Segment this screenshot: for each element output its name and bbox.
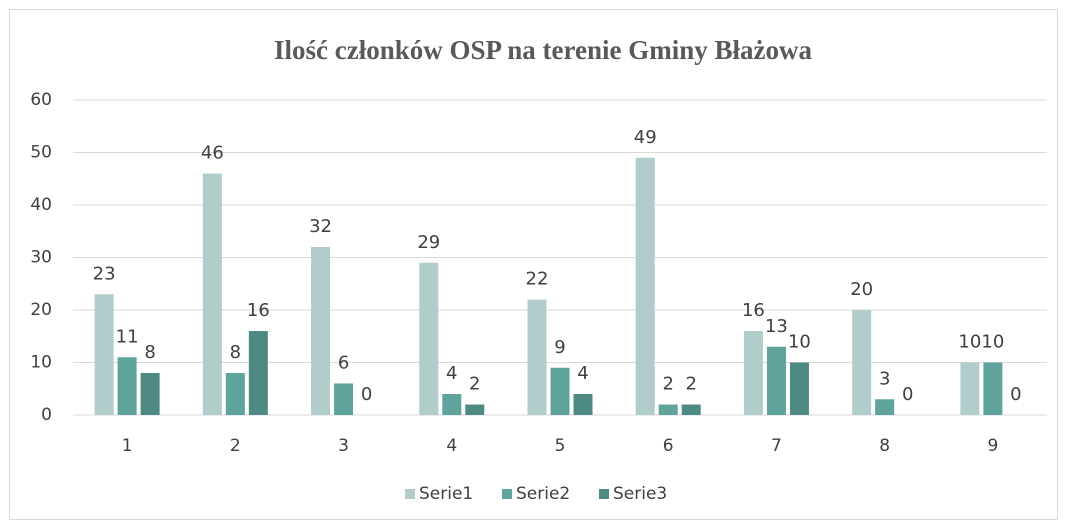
data-label: 10 bbox=[788, 332, 811, 353]
chart-title: Ilość członków OSP na terenie Gminy Błaż… bbox=[274, 35, 812, 65]
bar bbox=[658, 404, 678, 415]
bar bbox=[766, 346, 786, 415]
x-tick-label: 6 bbox=[663, 436, 674, 456]
bar bbox=[94, 294, 114, 415]
data-label: 49 bbox=[634, 127, 657, 148]
bar bbox=[527, 299, 547, 415]
y-tick-label: 40 bbox=[30, 195, 52, 215]
bar bbox=[789, 362, 809, 415]
x-tick-label: 7 bbox=[771, 436, 782, 456]
data-label: 6 bbox=[338, 353, 349, 374]
bar bbox=[225, 373, 245, 415]
data-label: 11 bbox=[116, 326, 139, 347]
data-label: 13 bbox=[765, 316, 788, 337]
x-tick-label: 5 bbox=[555, 436, 566, 456]
legend-swatch bbox=[599, 489, 609, 499]
data-label: 2 bbox=[469, 374, 480, 395]
bar bbox=[117, 357, 137, 415]
data-label: 16 bbox=[247, 300, 270, 321]
data-label: 2 bbox=[662, 374, 673, 395]
data-label: 8 bbox=[230, 342, 241, 363]
data-label: 4 bbox=[577, 363, 588, 384]
data-label: 16 bbox=[742, 300, 765, 321]
x-tick-label: 4 bbox=[446, 436, 457, 456]
chart-border bbox=[9, 9, 1058, 520]
x-tick-label: 9 bbox=[987, 436, 998, 456]
legend-label: Serie1 bbox=[419, 484, 473, 504]
bar bbox=[743, 331, 763, 415]
data-label: 32 bbox=[309, 216, 332, 237]
bar bbox=[852, 310, 872, 415]
x-tick-label: 3 bbox=[338, 436, 349, 456]
data-label: 9 bbox=[554, 337, 565, 358]
x-tick-label: 2 bbox=[230, 436, 241, 456]
legend-swatch bbox=[405, 489, 415, 499]
bar bbox=[465, 404, 485, 415]
bar bbox=[334, 383, 354, 415]
data-label: 10 bbox=[981, 332, 1004, 353]
bar bbox=[550, 367, 570, 415]
y-tick-label: 20 bbox=[30, 300, 52, 320]
legend-label: Serie3 bbox=[613, 484, 667, 504]
bar bbox=[983, 362, 1003, 415]
y-tick-label: 50 bbox=[30, 143, 52, 163]
x-tick-label: 8 bbox=[879, 436, 890, 456]
bar bbox=[960, 362, 980, 415]
legend-label: Serie2 bbox=[516, 484, 570, 504]
bar bbox=[419, 262, 439, 415]
data-label: 2 bbox=[685, 374, 696, 395]
bar bbox=[875, 399, 895, 415]
bar bbox=[442, 394, 462, 415]
data-label: 29 bbox=[417, 232, 440, 253]
data-label: 10 bbox=[958, 332, 981, 353]
bar bbox=[573, 394, 593, 415]
y-tick-label: 10 bbox=[30, 353, 52, 373]
data-label: 20 bbox=[850, 279, 873, 300]
x-tick-label: 1 bbox=[122, 436, 133, 456]
data-label: 0 bbox=[361, 384, 372, 405]
bar bbox=[681, 404, 701, 415]
data-label: 0 bbox=[1010, 384, 1021, 405]
data-label: 23 bbox=[93, 263, 116, 284]
y-tick-label: 30 bbox=[30, 248, 52, 268]
data-label: 4 bbox=[446, 363, 457, 384]
data-label: 8 bbox=[144, 342, 155, 363]
bar bbox=[248, 331, 268, 415]
y-tick-label: 60 bbox=[30, 90, 52, 110]
data-label: 22 bbox=[526, 269, 549, 290]
y-tick-label: 0 bbox=[41, 405, 52, 425]
data-label: 0 bbox=[902, 384, 913, 405]
legend-swatch bbox=[502, 489, 512, 499]
bar bbox=[311, 247, 331, 415]
data-label: 3 bbox=[879, 368, 890, 389]
bar bbox=[202, 173, 222, 415]
bar bbox=[140, 373, 160, 415]
data-label: 46 bbox=[201, 143, 224, 164]
bar bbox=[635, 157, 655, 415]
